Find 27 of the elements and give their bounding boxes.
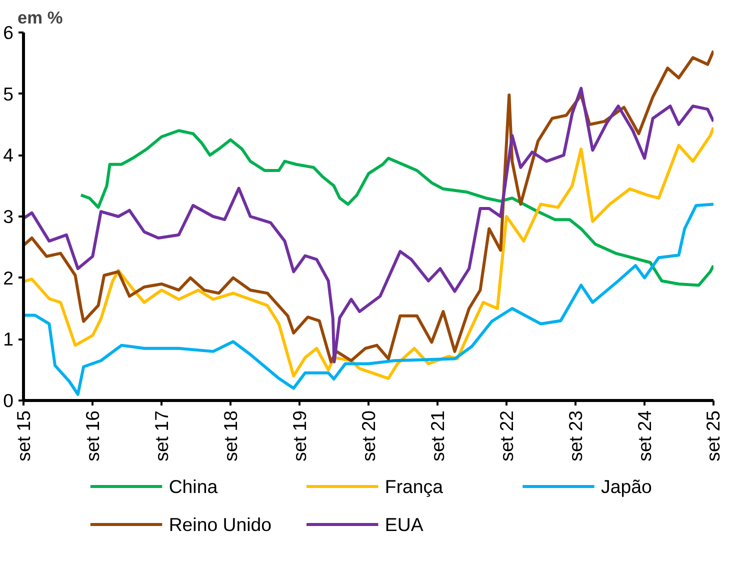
legend-label: Japão xyxy=(601,476,652,497)
line-series xyxy=(24,202,714,396)
line-series xyxy=(24,126,714,380)
x-tick-label: set 16 xyxy=(82,410,104,462)
y-tick-label: 2 xyxy=(3,267,14,288)
line-series xyxy=(79,129,714,287)
x-tick-label: set 23 xyxy=(564,410,586,462)
x-tick-label: set 15 xyxy=(13,410,34,462)
legend-label: EUA xyxy=(384,514,424,535)
x-tick-label: set 20 xyxy=(358,410,380,462)
x-tick-label: set 19 xyxy=(288,410,310,462)
legend-label: China xyxy=(168,476,218,497)
y-tick-label: 6 xyxy=(3,22,14,43)
x-tick-label: set 25 xyxy=(702,410,724,462)
legend-label: França xyxy=(384,476,444,497)
x-tick-label: set 22 xyxy=(496,410,517,462)
y-tick-label: 0 xyxy=(3,390,14,411)
y-tick-label: 5 xyxy=(3,83,14,104)
x-tick-label: set 17 xyxy=(151,410,172,462)
x-tick-label: set 18 xyxy=(220,410,242,462)
legend-label: Reino Unido xyxy=(168,514,272,535)
y-tick-label: 4 xyxy=(3,144,14,166)
y-tick-label: 3 xyxy=(3,206,14,227)
x-tick-label: set 21 xyxy=(427,410,448,462)
y-axis-title: em % xyxy=(18,8,63,28)
y-tick-label: 1 xyxy=(3,328,14,350)
x-tick-label: set 24 xyxy=(634,410,656,462)
